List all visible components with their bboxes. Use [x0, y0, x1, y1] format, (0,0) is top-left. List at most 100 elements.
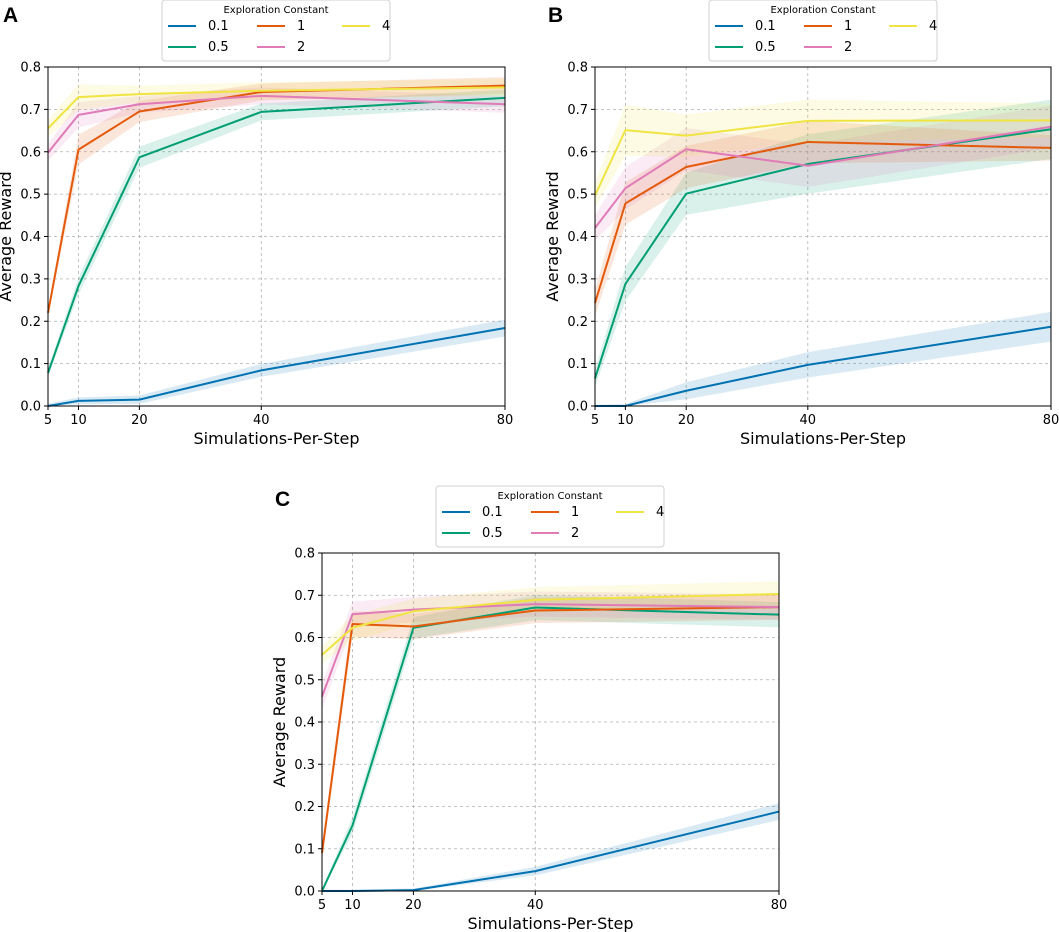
x-tick-label: 80 [1043, 413, 1059, 428]
y-tick-label: 0.6 [20, 145, 41, 160]
y-tick-label: 0.5 [567, 188, 588, 203]
y-tick-label: 0.8 [294, 547, 315, 562]
series-1-band [322, 594, 779, 862]
x-tick-label: 40 [527, 898, 544, 913]
legend-title: Exploration Constant [770, 5, 875, 16]
legend-label: 2 [844, 40, 852, 55]
x-tick-label: 20 [405, 898, 422, 913]
legend-item-4: 4 [889, 19, 937, 34]
legend-label: 1 [297, 19, 305, 34]
panel-b-x-axis-title: Simulations-Per-Step [740, 429, 906, 448]
x-tick-label: 10 [344, 898, 361, 913]
legend-label: 2 [571, 526, 579, 541]
legend-title: Exploration Constant [223, 5, 328, 16]
y-tick-label: 0.0 [567, 400, 588, 415]
legend-box [708, 0, 938, 62]
x-tick-label: 5 [591, 413, 599, 428]
legend-item-0.5: 0.5 [168, 40, 229, 55]
legend-label: 4 [656, 505, 664, 520]
legend-item-2: 2 [531, 526, 579, 541]
panel-b: B 0.0 0.1 0.2 0.3 0.4 0.5 0.6 0.7 0.8 5 10 20 40 80 Sim… [543, 0, 1059, 448]
legend-label: 4 [382, 19, 390, 34]
panel-a-legend: Exploration Constant 0.1 0.5 1 2 4 [161, 0, 391, 62]
series-2-band [595, 105, 1051, 241]
series-1-line [321, 606, 780, 854]
panel-a: A 0.0 0.1 0.2 0.3 0.4 0.5 0.6 0.7 0.8 5 10 20 40 80 Sim… [0, 0, 513, 448]
legend-title: Exploration Constant [497, 491, 602, 502]
panel-b-letter: B [548, 4, 563, 27]
panel-c-y-axis-title: Average Reward [270, 657, 289, 787]
y-tick-label: 0.6 [294, 631, 315, 646]
series-0.1-band [48, 319, 505, 406]
legend-item-0.5: 0.5 [715, 40, 776, 55]
legend-item-0.5: 0.5 [442, 526, 503, 541]
panel-c-x-ticks: 5 10 20 40 80 [318, 891, 787, 913]
series-4-line [321, 592, 780, 656]
y-tick-label: 0.3 [567, 272, 588, 287]
series-0.5-band [595, 99, 1051, 387]
panel-a-y-ticks: 0.0 0.1 0.2 0.3 0.4 0.5 0.6 0.7 0.8 [20, 61, 48, 415]
x-tick-label: 20 [131, 413, 148, 428]
panel-b-bands [595, 99, 1051, 406]
y-tick-label: 0.1 [294, 842, 315, 857]
panel-c-y-ticks: 0.0 0.1 0.2 0.3 0.4 0.5 0.6 0.7 0.8 [294, 547, 322, 900]
legend-label: 0.1 [208, 19, 229, 34]
legend-box [161, 0, 391, 62]
panel-a-x-axis-title: Simulations-Per-Step [193, 429, 359, 448]
series-2-band [322, 591, 779, 710]
y-tick-label: 0.2 [567, 315, 588, 330]
panel-c-letter: C [275, 488, 290, 511]
legend-item-0.1: 0.1 [168, 19, 229, 34]
panel-a-lines [47, 84, 506, 407]
series-4-line [594, 119, 1052, 196]
legend-item-1: 1 [257, 19, 305, 34]
legend-item-4: 4 [342, 19, 390, 34]
series-2-line [47, 94, 506, 154]
y-tick-label: 0.3 [294, 758, 315, 773]
y-tick-label: 0.3 [20, 272, 41, 287]
y-tick-label: 0.7 [567, 103, 588, 118]
y-tick-label: 0.5 [20, 188, 41, 203]
x-tick-label: 40 [800, 413, 817, 428]
panel-c-bands [322, 581, 779, 891]
series-1-line [594, 141, 1052, 304]
panel-b-legend: Exploration Constant 0.1 0.5 1 2 4 [708, 0, 938, 62]
series-0.5-band [322, 594, 779, 891]
y-tick-label: 0.1 [567, 357, 588, 372]
panel-c-x-axis-title: Simulations-Per-Step [467, 914, 633, 932]
x-tick-label: 80 [497, 413, 514, 428]
y-tick-label: 0.7 [294, 589, 315, 604]
legend-item-2: 2 [257, 40, 305, 55]
panel-b-y-ticks: 0.0 0.1 0.2 0.3 0.4 0.5 0.6 0.7 0.8 [567, 61, 595, 415]
y-tick-label: 0.0 [294, 885, 315, 900]
y-tick-label: 0.0 [20, 400, 41, 415]
legend-label: 4 [929, 19, 937, 34]
panel-c-legend: Exploration Constant 0.1 0.5 1 2 4 [435, 485, 665, 548]
series-2-line [321, 603, 780, 697]
panel-a-x-ticks: 5 10 20 40 80 [44, 406, 513, 428]
x-tick-label: 40 [253, 413, 270, 428]
series-2-band [48, 87, 505, 162]
panel-b-x-ticks: 5 10 20 40 80 [591, 406, 1059, 428]
x-tick-label: 10 [617, 413, 634, 428]
legend-item-2: 2 [804, 40, 852, 55]
series-0.1-band [322, 803, 779, 891]
legend-box [435, 485, 665, 548]
legend-label: 0.5 [482, 526, 503, 541]
series-4-band [322, 581, 779, 664]
panel-a-letter: A [3, 4, 18, 27]
x-tick-label: 10 [70, 413, 87, 428]
panel-c-lines [321, 592, 780, 892]
legend-label: 0.5 [755, 40, 776, 55]
x-tick-label: 5 [318, 898, 326, 913]
x-tick-label: 20 [678, 413, 695, 428]
y-tick-label: 0.6 [567, 145, 588, 160]
y-tick-label: 0.2 [20, 315, 41, 330]
panel-a-y-axis-title: Average Reward [0, 171, 15, 301]
series-0.5-line [47, 96, 506, 374]
legend-item-4: 4 [616, 505, 664, 520]
y-tick-label: 0.1 [20, 357, 41, 372]
y-tick-label: 0.8 [20, 61, 41, 76]
series-0.1-line [47, 327, 506, 407]
